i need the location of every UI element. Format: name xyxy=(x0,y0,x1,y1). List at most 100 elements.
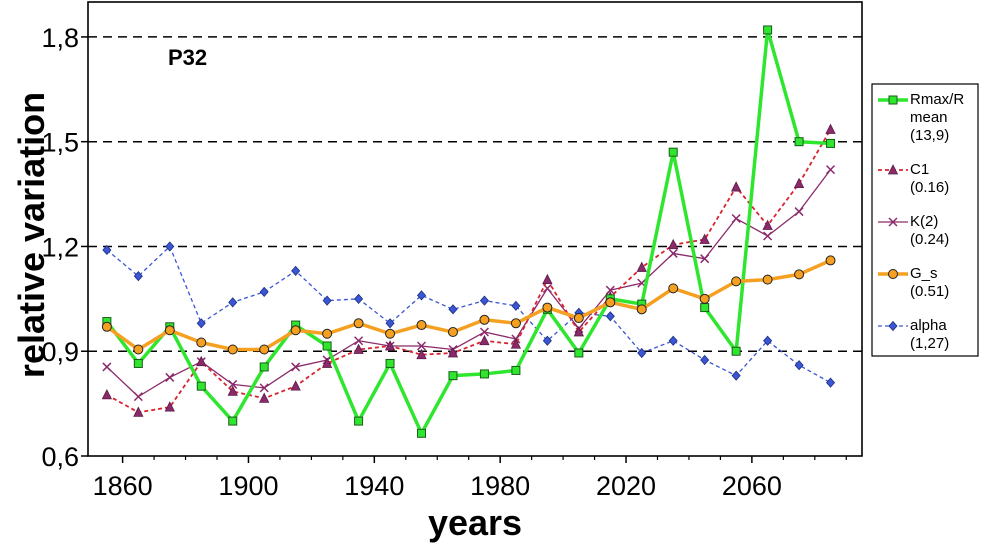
x-tick-label: 1860 xyxy=(93,471,153,501)
data-point-g-s xyxy=(825,255,836,266)
data-point-alpha xyxy=(165,241,175,252)
marker-stroke xyxy=(133,392,143,402)
data-point-alpha xyxy=(605,311,615,322)
gridlines xyxy=(88,36,862,352)
x-axis-title: years xyxy=(428,502,522,543)
data-point-k-2 xyxy=(700,254,710,264)
data-point-k-2 xyxy=(259,383,269,393)
data-point-g-s xyxy=(196,337,207,348)
data-point-alpha xyxy=(731,370,741,381)
y-tick-label: 0,6 xyxy=(41,442,79,472)
marker-stroke xyxy=(416,341,427,351)
legend-label: K(2) xyxy=(910,213,938,230)
data-point-c1 xyxy=(384,340,396,351)
data-point-rmax-rmean xyxy=(354,416,364,426)
data-point-alpha xyxy=(322,295,332,306)
data-point-g-s xyxy=(385,328,396,339)
data-point-alpha xyxy=(259,286,269,297)
legend-item-k-2: K(2)(0.24) xyxy=(878,213,949,248)
data-point-g-s xyxy=(510,318,521,329)
legend-item-g-s: G_s(0.51) xyxy=(878,265,949,300)
x-tick-label: 2060 xyxy=(722,471,782,501)
data-point-g-s xyxy=(101,321,112,332)
y-tick-label: 1,2 xyxy=(41,232,79,262)
marker-stroke xyxy=(763,231,773,241)
data-point-rmax-rmean xyxy=(700,303,710,313)
data-point-rmax-rmean xyxy=(511,365,521,375)
data-point-c1 xyxy=(353,343,364,354)
data-point-k-2 xyxy=(228,379,238,389)
data-point-g-s xyxy=(259,344,270,355)
data-point-k-2 xyxy=(133,392,143,402)
data-point-g-s xyxy=(416,320,427,331)
data-point-c1 xyxy=(668,238,679,250)
legend-label: (0.16) xyxy=(910,179,949,196)
data-point-rmax-rmean xyxy=(417,428,427,438)
data-point-c1 xyxy=(290,380,301,391)
marker-stroke xyxy=(700,254,710,264)
legend-label: (1,27) xyxy=(910,335,949,352)
y-tick-label: 1,5 xyxy=(41,128,79,158)
data-point-alpha xyxy=(291,265,301,277)
data-point-alpha xyxy=(668,335,678,346)
data-point-rmax-rmean xyxy=(259,362,269,372)
data-point-alpha xyxy=(700,354,710,366)
data-point-c1 xyxy=(133,406,144,417)
marker-stroke xyxy=(605,285,615,295)
legend: Rmax/Rmean(13,9)C1(0.16)K(2)(0.24)G_s(0.… xyxy=(871,83,979,357)
data-point-rmax-rmean xyxy=(448,371,458,381)
marker-stroke xyxy=(637,278,647,288)
data-point-k-2 xyxy=(731,213,741,224)
data-point-g-s xyxy=(447,327,458,338)
data-point-c1 xyxy=(164,401,175,412)
data-point-alpha xyxy=(196,318,206,329)
data-point-rmax-rmean xyxy=(385,358,395,368)
marker-stroke xyxy=(794,207,804,217)
data-point-alpha xyxy=(542,335,552,346)
legend-swatch-marker xyxy=(888,217,898,227)
marker-stroke xyxy=(668,248,678,258)
data-point-rmax-rmean xyxy=(794,137,804,147)
marker-stroke xyxy=(228,379,238,389)
data-point-g-s xyxy=(636,304,647,315)
data-point-alpha xyxy=(416,290,427,301)
data-point-alpha xyxy=(228,297,238,308)
data-point-c1 xyxy=(573,326,584,337)
data-point-k-2 xyxy=(605,285,615,295)
marker-stroke xyxy=(826,165,836,175)
data-point-g-s xyxy=(322,328,333,339)
data-point-k-2 xyxy=(165,372,175,382)
legend-label: alpha xyxy=(910,317,947,334)
data-point-k-2 xyxy=(668,248,678,258)
data-point-g-s xyxy=(353,318,364,329)
data-point-c1 xyxy=(101,388,113,400)
data-point-alpha xyxy=(354,293,364,304)
data-point-c1 xyxy=(730,181,742,192)
data-point-alpha xyxy=(763,335,773,346)
data-point-g-s xyxy=(731,276,742,287)
series-c1 xyxy=(101,123,836,417)
data-point-rmax-rmean xyxy=(826,138,836,148)
data-point-g-s xyxy=(762,274,773,285)
marker-stroke xyxy=(731,213,741,224)
data-point-c1 xyxy=(196,355,207,367)
series-line-rmax-rmean xyxy=(105,28,831,436)
series-rmax-rmean xyxy=(102,25,836,438)
data-point-alpha xyxy=(102,244,112,256)
data-point-rmax-rmean xyxy=(731,346,741,356)
legend-item-c1: C1(0.16) xyxy=(878,161,949,196)
data-point-g-s xyxy=(133,344,144,355)
data-point-k-2 xyxy=(763,231,773,241)
data-point-alpha xyxy=(479,295,489,306)
plot-series xyxy=(101,25,836,438)
series-line-c1 xyxy=(106,129,832,414)
legend-label: mean xyxy=(910,109,948,126)
legend-swatch-marker xyxy=(888,320,898,332)
data-point-rmax-rmean xyxy=(763,25,773,35)
marker-stroke xyxy=(165,372,175,382)
data-point-k-2 xyxy=(794,207,804,217)
data-point-alpha xyxy=(448,304,458,315)
marker-stroke xyxy=(259,383,269,393)
series-line-k-2 xyxy=(106,169,832,398)
data-point-alpha xyxy=(133,271,143,282)
